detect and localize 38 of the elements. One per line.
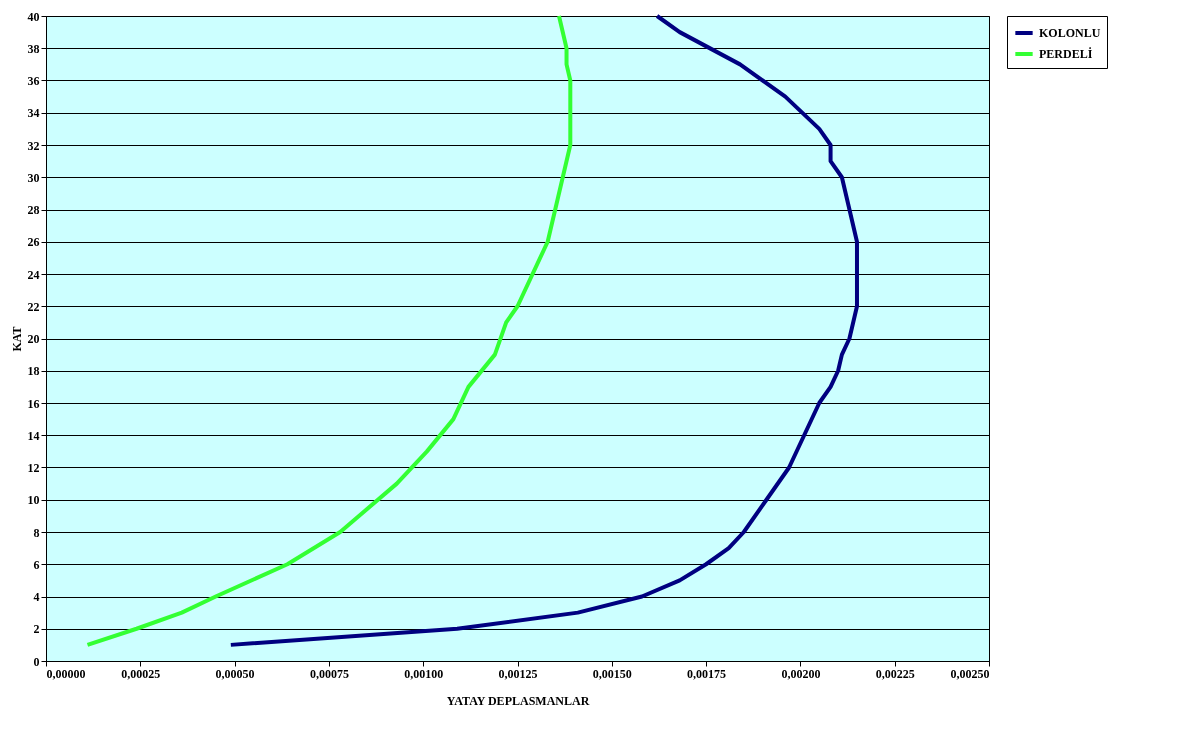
x-axis-title: YATAY DEPLASMANLAR (446, 693, 590, 708)
x-tick-label: 0,00075 (309, 666, 349, 681)
y-tick-label: 26 (27, 235, 40, 250)
y-tick-label: 16 (27, 396, 40, 411)
y-tick-label: 40 (27, 9, 40, 24)
y-tick-label: 20 (27, 332, 40, 346)
y-tick-label: 4 (33, 590, 40, 604)
y-axis-title: KAT (9, 326, 24, 352)
line-series (228, 14, 859, 647)
y-tick-label: 12 (27, 461, 40, 475)
y-tick-label: 2 (33, 622, 40, 637)
y-tick-label: 24 (27, 267, 40, 282)
x-tick-label: 0,00000 (46, 666, 86, 681)
legend-label: PERDELİ (1039, 47, 1093, 61)
y-tick-label: 14 (27, 428, 40, 443)
x-tick-label: 0,00200 (781, 666, 821, 681)
x-tick-label: 0,00125 (498, 666, 538, 681)
y-tick-label: 18 (27, 364, 40, 379)
y-tick-label: 36 (27, 74, 40, 88)
legend-label: KOLONLU (1039, 26, 1101, 40)
y-tick-label: 22 (27, 299, 40, 314)
x-tick-label: 0,00250 (950, 666, 990, 681)
y-tick-label: 38 (27, 41, 40, 56)
y-tick-label: 10 (27, 493, 40, 508)
x-tick-label: 0,00050 (215, 666, 255, 681)
x-tick-label: 0,00025 (121, 666, 161, 681)
y-tick-label: 32 (27, 138, 40, 153)
x-tick-label: 0,00175 (687, 666, 727, 681)
line-series (85, 14, 573, 647)
x-tick-label: 0,00150 (592, 666, 632, 681)
y-tick-label: 6 (33, 557, 40, 572)
y-tick-label: 28 (27, 203, 40, 217)
x-tick-label: 0,00225 (875, 666, 915, 681)
x-tick-label: 0,00100 (404, 666, 444, 681)
y-tick-label: 30 (27, 170, 40, 185)
y-tick-label: 34 (27, 106, 40, 121)
y-tick-label: 0 (33, 654, 40, 669)
y-tick-label: 8 (33, 525, 40, 540)
